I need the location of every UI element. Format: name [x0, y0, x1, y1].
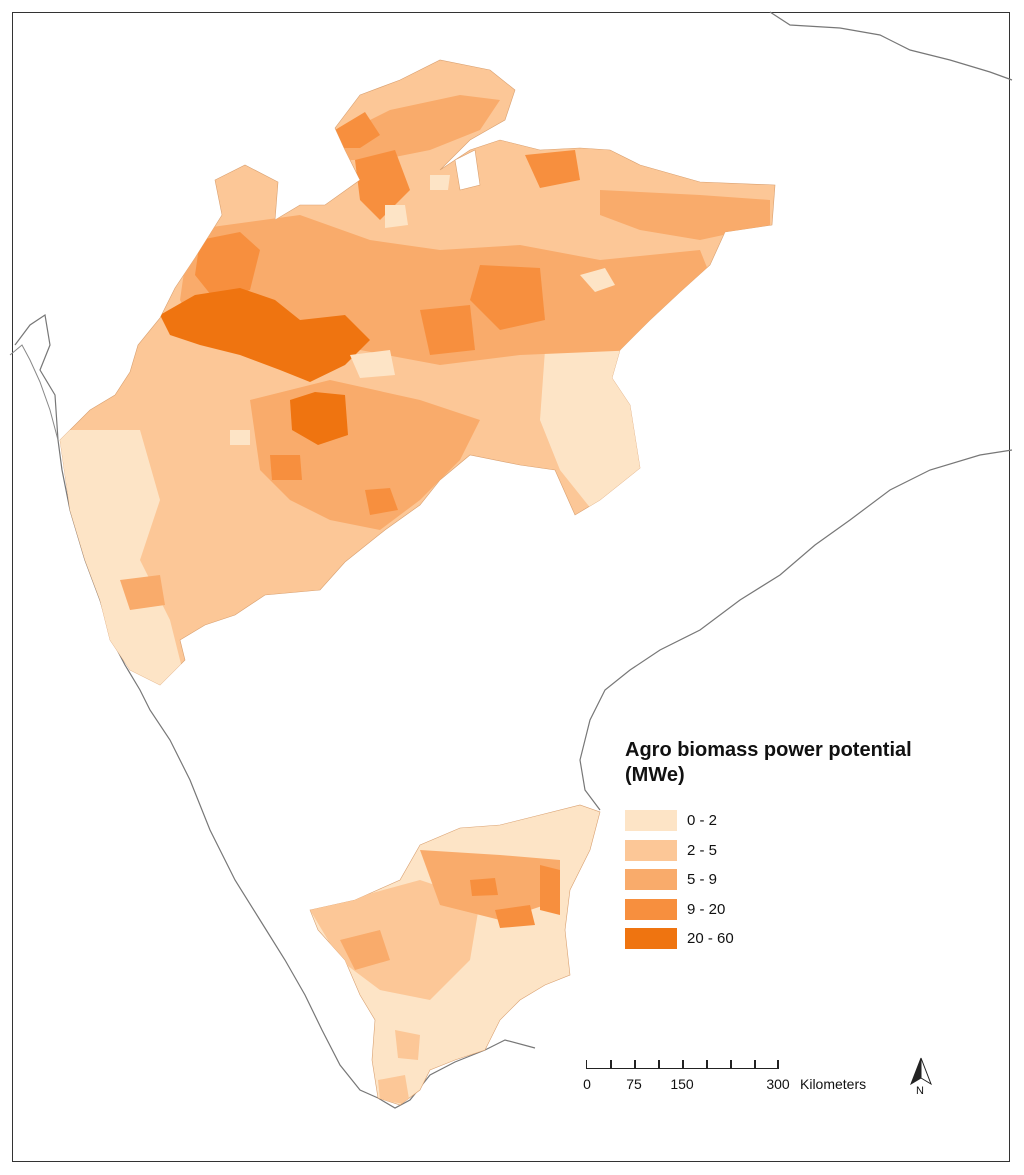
legend-items: 0 - 2 2 - 5 5 - 9 9 - 20 20 - 60 [625, 806, 965, 954]
legend-swatch [625, 898, 677, 920]
scale-label-300: 300 [766, 1076, 790, 1092]
legend-swatch [625, 810, 677, 832]
scale-label-150: 150 [670, 1076, 694, 1092]
legend-swatch [625, 839, 677, 861]
legend-item: 20 - 60 [625, 924, 965, 954]
legend-title: Agro biomass power potential (MWe) [625, 738, 965, 788]
coast-strip-west [9, 344, 59, 441]
region-south [309, 804, 601, 1106]
coastline-south [377, 1039, 536, 1109]
scale-tick [610, 1060, 612, 1068]
legend-item: 2 - 5 [625, 836, 965, 866]
legend-swatch [625, 869, 677, 891]
north-arrow: N [905, 1056, 937, 1100]
scale-tick [658, 1060, 660, 1068]
legend-title-line1: Agro biomass power potential [625, 739, 912, 761]
boundary-northeast [769, 11, 1013, 81]
scale-tick [730, 1060, 732, 1068]
north-arrow-icon [910, 1057, 932, 1086]
legend-label: 2 - 5 [687, 841, 718, 859]
scale-tick [682, 1060, 684, 1068]
legend-item: 9 - 20 [625, 895, 965, 925]
legend: Agro biomass power potential (MWe) 0 - 2… [625, 738, 965, 954]
coastline-east [579, 449, 1013, 811]
legend-label: 5 - 9 [687, 871, 718, 889]
scale-label-75: 75 [626, 1076, 642, 1092]
legend-title-line2: (MWe) [625, 764, 685, 786]
legend-label: 9 - 20 [687, 900, 726, 918]
legend-swatch [625, 928, 677, 950]
scale-bar-line [586, 1060, 779, 1069]
legend-item: 5 - 9 [625, 865, 965, 895]
scale-tick [706, 1060, 708, 1068]
scale-bar: 0 75 150 300 Kilometers [583, 1060, 926, 1100]
legend-item: 0 - 2 [625, 806, 965, 836]
map-frame [12, 12, 1010, 1162]
coastline-west [14, 313, 379, 1099]
scale-label-0: 0 [583, 1076, 591, 1092]
legend-label: 20 - 60 [687, 930, 734, 948]
scale-tick [634, 1060, 636, 1068]
scale-unit-label: Kilometers [800, 1076, 867, 1092]
north-arrow-label: N [916, 1085, 924, 1097]
legend-label: 0 - 2 [687, 812, 718, 830]
region-north [59, 59, 776, 686]
scale-tick [777, 1060, 779, 1068]
scale-tick [754, 1060, 756, 1068]
